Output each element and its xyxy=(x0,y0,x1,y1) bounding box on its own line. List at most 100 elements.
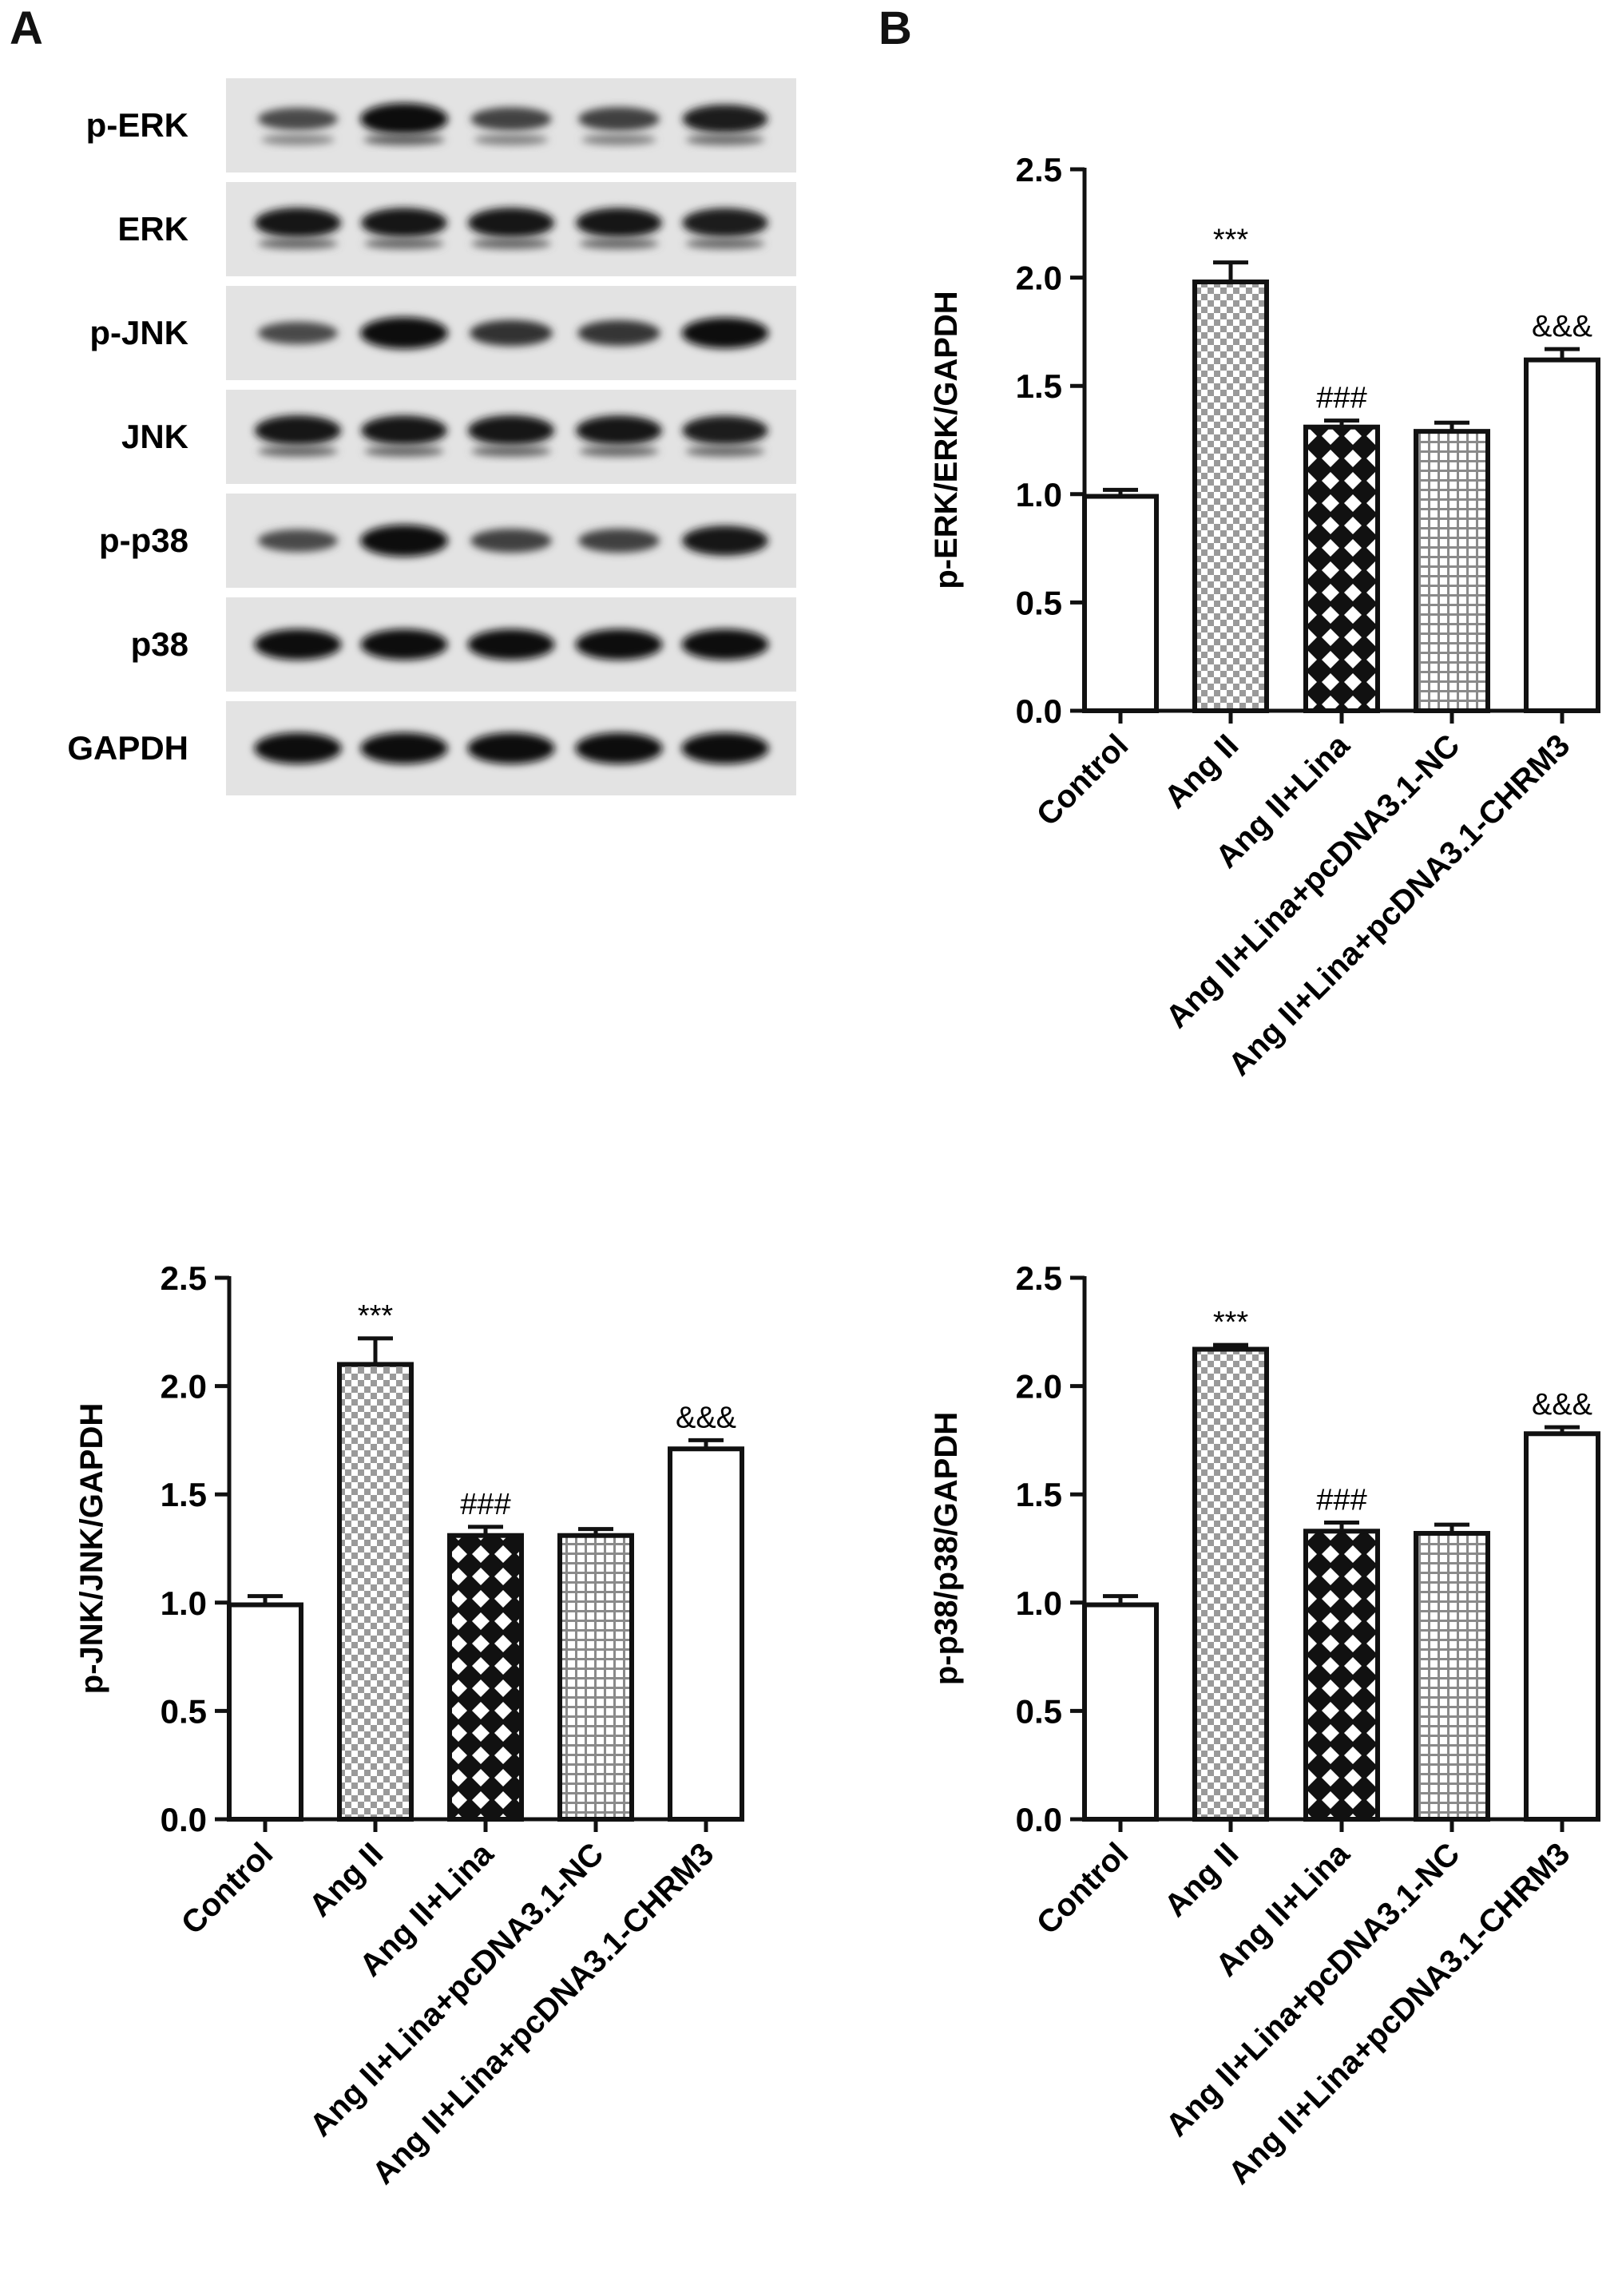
significance-label: *** xyxy=(1213,224,1249,257)
blot-band-lower xyxy=(364,238,444,249)
y-tick-label: 1.0 xyxy=(161,1584,207,1622)
blot-band-lower xyxy=(685,134,765,145)
blot-band-lower xyxy=(470,446,552,457)
blot-band xyxy=(467,629,555,660)
blot-band xyxy=(360,732,448,764)
y-axis-label: p-ERK/ERK/GAPDH xyxy=(929,291,964,589)
blot-band xyxy=(360,525,448,557)
blot-band xyxy=(257,321,339,345)
bar-chart-2: 0.0 0.5 1.0 1.5 2.0 2.5 p-JNK/JNK/GAPDH Control… xyxy=(74,1259,744,2191)
blot-band-lower xyxy=(257,446,339,457)
blot-band xyxy=(467,732,555,764)
blot-row: p-p38 xyxy=(99,494,796,588)
blot-band xyxy=(257,529,339,553)
blot-band xyxy=(576,208,662,238)
blot-row: JNK xyxy=(121,390,796,484)
blot-row: p-JNK xyxy=(89,286,796,380)
blot-band-lower xyxy=(257,238,339,249)
y-tick-label: 2.0 xyxy=(161,1368,207,1406)
y-tick-label: 0.5 xyxy=(1016,584,1062,621)
bar xyxy=(1414,429,1490,713)
y-tick-label: 0.5 xyxy=(161,1692,207,1730)
blot-band-lower xyxy=(474,134,549,145)
y-tick-label: 2.5 xyxy=(161,1259,207,1297)
blot-band xyxy=(682,415,768,446)
blot-band xyxy=(360,317,448,349)
y-tick-label: 2.0 xyxy=(1016,260,1062,297)
blot-band xyxy=(681,732,769,764)
bar xyxy=(337,1362,414,1822)
blot-band xyxy=(467,208,555,238)
x-tick-label: Control xyxy=(1030,1836,1136,1941)
y-tick-label: 1.5 xyxy=(161,1476,207,1513)
blot-row: p-ERK xyxy=(86,78,796,172)
x-tick-label: Ang II xyxy=(1158,728,1246,815)
blot-row: p38 xyxy=(131,597,796,692)
blot-band-lower xyxy=(363,134,445,145)
significance-label: *** xyxy=(1213,1306,1249,1339)
bar xyxy=(1524,1431,1600,1822)
significance-label: *** xyxy=(358,1299,394,1333)
y-tick-label: 1.0 xyxy=(1016,476,1062,514)
blot-band xyxy=(361,208,447,238)
blot-band xyxy=(682,525,768,556)
y-tick-label: 0.0 xyxy=(1016,692,1062,730)
blot-row-label: p-p38 xyxy=(99,521,188,559)
bar xyxy=(1192,1346,1269,1822)
significance-label: ### xyxy=(460,1488,510,1521)
blot-band xyxy=(360,103,448,135)
x-tick-label: Ang II xyxy=(1158,1836,1246,1924)
bar-chart-3: 0.0 0.5 1.0 1.5 2.0 2.5 p-p38/p38/GAPDH Control… xyxy=(929,1259,1600,2191)
y-tick-label: 2.5 xyxy=(1016,1259,1062,1297)
y-axis-label: p-p38/p38/GAPDH xyxy=(929,1412,964,1685)
blot-band-lower xyxy=(579,238,659,249)
blot-row-label: GAPDH xyxy=(67,729,188,767)
bar xyxy=(668,1446,744,1822)
blot-band xyxy=(470,107,552,131)
x-tick-label: Control xyxy=(175,1836,280,1941)
panel-label-a: A xyxy=(10,2,43,54)
x-tick-label: Ang II xyxy=(303,1836,391,1924)
blot-band xyxy=(575,629,663,660)
bar xyxy=(1192,280,1269,713)
bar xyxy=(227,1602,303,1822)
blot-band xyxy=(681,629,769,660)
bar-chart-1: 0.0 0.5 1.0 1.5 2.0 2.5 p-ERK/ERK/GAPDH Control… xyxy=(929,151,1600,1083)
blot-band-lower xyxy=(260,134,335,145)
blot-band-lower xyxy=(581,134,656,145)
bar xyxy=(1414,1531,1490,1822)
blot-band xyxy=(254,208,342,238)
blot-band xyxy=(576,415,662,446)
bar xyxy=(1524,357,1600,713)
y-axis-label: p-JNK/JNK/GAPDH xyxy=(74,1403,109,1694)
blot-band xyxy=(467,415,555,446)
blot-row-label: p-JNK xyxy=(89,314,188,351)
blot-band xyxy=(254,415,342,446)
bar xyxy=(1082,494,1159,714)
blot-band-lower xyxy=(685,446,765,457)
blot-band xyxy=(575,732,663,764)
y-tick-label: 0.5 xyxy=(1016,1692,1062,1730)
significance-label: ### xyxy=(1316,1483,1366,1517)
blot-row: ERK xyxy=(117,182,796,276)
panel-label-b: B xyxy=(878,2,912,54)
bar xyxy=(1303,424,1380,714)
blot-band-lower xyxy=(364,446,444,457)
blot-band-lower xyxy=(470,238,552,249)
blot-band xyxy=(254,732,342,764)
blot-band xyxy=(470,319,553,347)
y-tick-label: 1.0 xyxy=(1016,1584,1062,1622)
significance-label: &&& xyxy=(1532,1388,1592,1422)
blot-band-lower xyxy=(579,446,659,457)
y-tick-label: 2.0 xyxy=(1016,1368,1062,1406)
y-tick-label: 1.5 xyxy=(1016,367,1062,405)
blot-row: GAPDH xyxy=(67,701,796,795)
blot-band xyxy=(361,415,447,446)
y-tick-label: 1.5 xyxy=(1016,1476,1062,1513)
bar xyxy=(447,1533,524,1822)
significance-label: ### xyxy=(1316,382,1366,415)
y-tick-label: 0.0 xyxy=(1016,1801,1062,1838)
blot-band xyxy=(254,629,342,660)
blot-band xyxy=(257,107,339,131)
